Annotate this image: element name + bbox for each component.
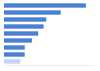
chart: [0, 0, 100, 71]
bar: [4, 10, 61, 14]
bar: [4, 3, 86, 7]
chart-svg: [0, 0, 100, 71]
bars: [4, 3, 86, 63]
bar: [4, 45, 25, 49]
bar: [4, 38, 32, 42]
bar: [4, 31, 38, 35]
value-axis: [4, 65, 94, 66]
bar: [4, 52, 25, 56]
bar: [4, 24, 44, 28]
bar: [4, 17, 46, 21]
bar: [4, 59, 20, 63]
